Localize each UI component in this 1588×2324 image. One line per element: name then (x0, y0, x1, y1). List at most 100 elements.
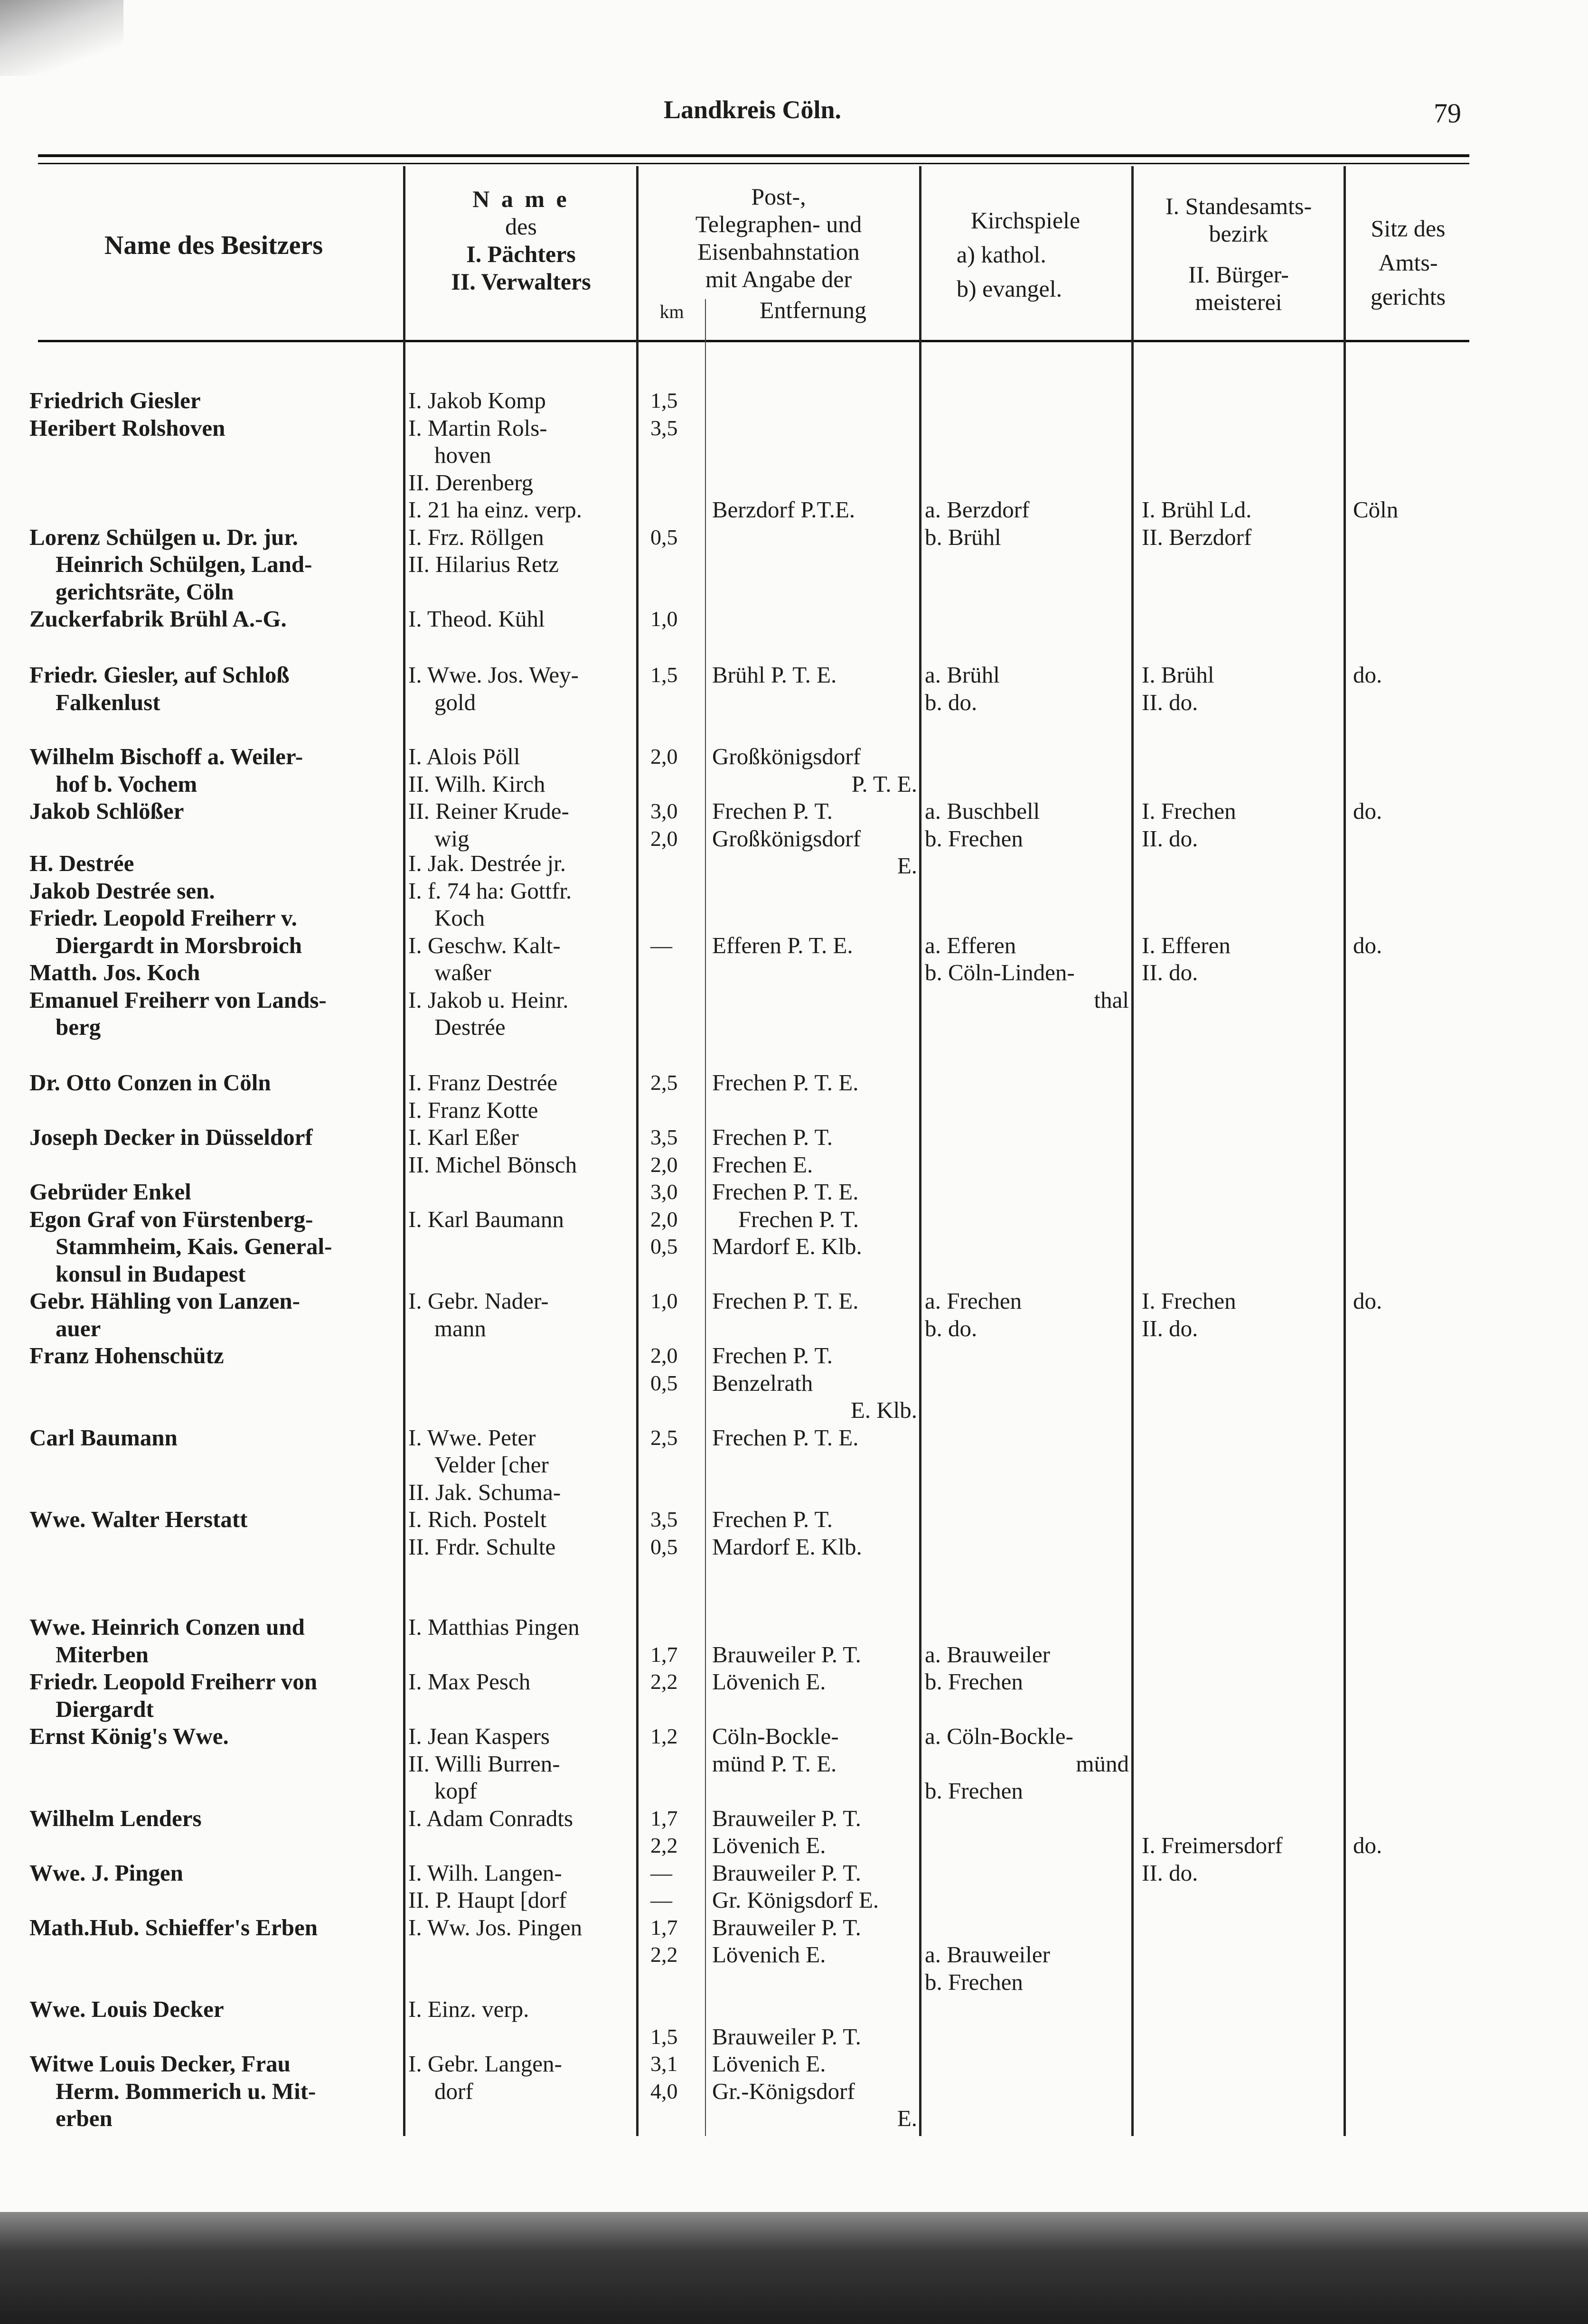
court-cell-line: do. (1353, 798, 1382, 824)
header-station: Post-, Telegraphen- und Eisenbahnstation… (639, 183, 919, 293)
tenant-cell-line: I. Franz Kotte (408, 1096, 538, 1123)
tenant-cell-line: I. Theod. Kühl (408, 606, 545, 632)
station-cell-line: Berzdorf P.T.E. (712, 497, 855, 523)
header-parish: Kirchspiele a) kathol. b) evangel. (921, 203, 1130, 306)
tenant-cell-line: I. Max Pesch (408, 1668, 531, 1695)
km-cell-line: 2,0 (650, 826, 678, 851)
header-court-line: gerichts (1370, 283, 1446, 310)
tenant-cell-line: dorf (434, 2078, 473, 2104)
parish-cell-line: b. do. (925, 1315, 977, 1341)
header-registry-line: II. Bürger- (1188, 261, 1289, 288)
station-cell-line: Gr. Königsdorf E. (712, 1887, 879, 1913)
km-cell-line: 2,5 (650, 1070, 678, 1095)
parish-cell-line: b. Brühl (925, 524, 1001, 550)
parish-cell-line: a. Frechen (925, 1288, 1022, 1314)
owner-cell-line: Gebr. Hähling von Lanzen- (29, 1288, 300, 1314)
tenant-cell-line: II. Frdr. Schulte (408, 1533, 556, 1560)
registry-cell-line: I. Efferen (1142, 932, 1231, 958)
parish-cell-line: a. Berzdorf (925, 497, 1030, 523)
owner-cell-line: Ernst König's Wwe. (29, 1723, 229, 1749)
header-parish-line: b) evangel. (957, 275, 1062, 302)
km-cell-line: 3,5 (650, 1507, 678, 1531)
station-cell-line: Mardorf E. Klb. (712, 1233, 862, 1259)
km-cell-line: 2,5 (650, 1425, 678, 1450)
tenant-cell-line: I. Martin Rols- (408, 414, 547, 441)
page-number: 79 (1434, 98, 1461, 129)
station-cell-line: Frechen P. T. (738, 1206, 859, 1232)
km-cell-line: 0,5 (650, 1370, 678, 1395)
header-registry-line: bezirk (1209, 220, 1269, 247)
km-cell-line: 3,5 (650, 415, 678, 440)
owner-cell-line: Emanuel Freiherr von Lands- (29, 986, 327, 1013)
station-cell-line: Efferen P. T. E. (712, 932, 853, 958)
station-cell-line: Cöln-Bockle- (712, 1723, 839, 1749)
tenant-cell-line: I. Jean Kaspers (408, 1723, 550, 1749)
owner-cell-line: konsul in Budapest (56, 1260, 246, 1287)
owner-cell-line: auer (56, 1315, 101, 1341)
tenant-cell-line: I. Gebr. Nader- (408, 1288, 549, 1314)
tenant-cell-line: I. Ww. Jos. Pingen (408, 1914, 583, 1940)
registry-cell-line: I. Brühl Ld. (1142, 497, 1252, 523)
station-cell-line: Lövenich E. (712, 1832, 826, 1858)
station-cell-line: Frechen P. T. E. (712, 1288, 859, 1314)
station-cell-line: P. T. E. (851, 770, 917, 797)
tenant-cell-line: II. Michel Bönsch (408, 1151, 577, 1178)
registry-cell-line: II. do. (1142, 689, 1198, 715)
court-cell-line: do. (1353, 1288, 1382, 1314)
station-cell-line: Lövenich E. (712, 1668, 826, 1695)
tenant-cell-line: waßer (434, 959, 491, 985)
owner-cell-line: Dr. Otto Conzen in Cöln (29, 1069, 271, 1096)
km-cell-line: 2,0 (650, 744, 678, 768)
owner-cell-line: erben (56, 2105, 113, 2131)
owner-cell-line: Friedrich Giesler (29, 387, 201, 413)
owner-cell-line: Lorenz Schülgen u. Dr. jur. (29, 524, 298, 550)
column-divider (403, 166, 405, 2136)
km-cell-line: 2,2 (650, 1669, 678, 1694)
header-court-line: Amts- (1378, 249, 1438, 276)
km-cell-line: 4,0 (650, 2079, 678, 2103)
tenant-cell-line: I. Einz. verp. (408, 1996, 529, 2022)
tenant-cell-line: kopf (434, 1778, 477, 1804)
station-cell-line: Frechen P. T. (712, 1506, 833, 1532)
station-cell-line: Brauweiler P. T. (712, 1805, 861, 1831)
header-registry: I. Standesamts- bezirk II. Bürger- meist… (1134, 192, 1344, 316)
parish-cell-line: a. Buschbell (925, 798, 1040, 824)
header-distance: Entfernung (760, 297, 866, 323)
owner-cell-line: Diergardt (56, 1696, 154, 1722)
km-cell-line: — (650, 1888, 672, 1912)
tenant-cell-line: II. Derenberg (408, 469, 534, 496)
owner-cell-line: Diergardt in Morsbroich (56, 932, 302, 958)
owner-cell-line: Wilhelm Bischoff a. Weiler- (29, 743, 303, 769)
station-cell-line: E. (897, 2105, 917, 2131)
owner-cell-line: Falkenlust (56, 689, 160, 715)
parish-cell-line: a. Cöln-Bockle- (925, 1723, 1073, 1749)
court-cell-line: do. (1353, 1832, 1382, 1858)
owner-cell-line: Zuckerfabrik Brühl A.-G. (29, 606, 287, 632)
registry-cell-line: I. Brühl (1142, 662, 1214, 688)
header-parish-line: a) kathol. (957, 241, 1046, 268)
owner-cell-line: gerichtsräte, Cöln (56, 578, 234, 605)
column-divider (1344, 166, 1346, 2136)
tenant-cell-line: Velder [cher (434, 1452, 549, 1478)
header-registry-line: meisterei (1195, 289, 1282, 315)
km-cell-line: 0,5 (650, 1234, 678, 1258)
owner-cell-line: Math.Hub. Schieffer's Erben (29, 1914, 318, 1940)
km-cell-line: 1,0 (650, 607, 678, 631)
registry-cell-line: II. do. (1142, 1315, 1198, 1341)
tenant-cell-line: I. Franz Destrée (408, 1069, 558, 1096)
owner-cell-line: Egon Graf von Fürstenberg- (29, 1206, 313, 1232)
owner-cell-line: Jakob Schlößer (29, 798, 184, 824)
scan-shadow (0, 0, 123, 76)
station-cell-line: Frechen P. T. (712, 798, 833, 824)
station-cell-line: Brauweiler P. T. (712, 1641, 861, 1668)
owner-cell-line: Miterben (56, 1641, 149, 1668)
registry-cell-line: II. Berzdorf (1142, 524, 1252, 550)
owner-cell-line: Jakob Destrée sen. (29, 877, 215, 904)
owner-cell-line: Friedr. Leopold Freiherr v. (29, 905, 297, 931)
parish-cell-line: a. Brauweiler (925, 1941, 1050, 1968)
parish-cell-line: münd (1076, 1750, 1129, 1777)
header-owner: Name des Besitzers (28, 232, 399, 259)
header-parish-line: Kirchspiele (970, 207, 1081, 234)
tenant-cell-line: mann (434, 1315, 486, 1341)
parish-cell-line: b. Frechen (925, 1778, 1023, 1804)
